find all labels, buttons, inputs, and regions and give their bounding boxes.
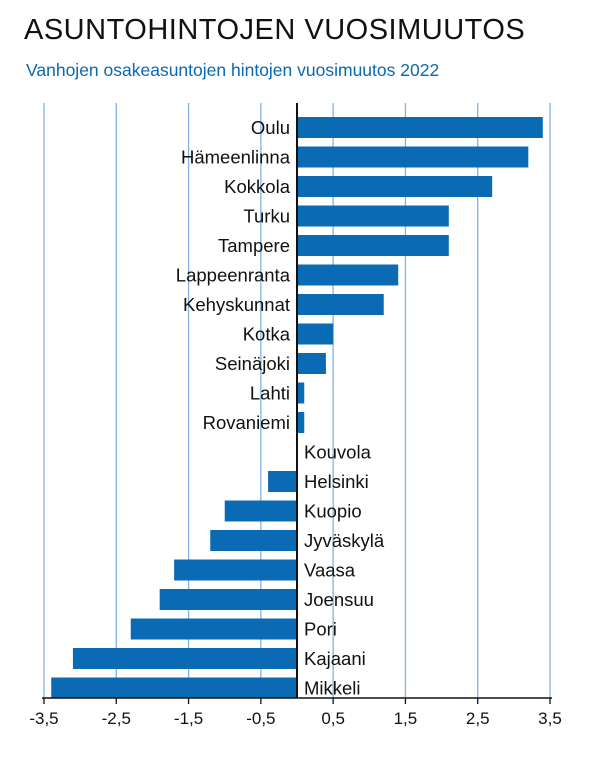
bar [130, 618, 297, 640]
bar [297, 323, 334, 345]
bar [297, 235, 449, 256]
category-label: Joensuu [304, 589, 374, 610]
tick-label: -0,5 [246, 709, 275, 728]
bar [174, 559, 297, 581]
bar [297, 205, 449, 227]
chart-title: ASUNTOHINTOJEN VUOSIMUUTOS [24, 14, 526, 46]
category-label: Vaasa [304, 560, 356, 581]
tick-label: -3,5 [29, 709, 58, 728]
category-label: Kotka [243, 324, 291, 345]
bar [297, 294, 384, 315]
tick-label: -1,5 [174, 709, 203, 728]
bar [297, 412, 305, 433]
bar [297, 117, 543, 138]
bar [297, 264, 399, 286]
category-label: Kehyskunnat [183, 294, 290, 315]
category-label: Turku [243, 206, 290, 227]
category-label: Mikkeli [304, 678, 361, 699]
category-label: Kajaani [304, 648, 366, 669]
tick-label: 3,5 [538, 709, 562, 728]
category-label: Hämeenlinna [181, 147, 291, 168]
bar [72, 648, 298, 669]
category-label: Kuopio [304, 501, 362, 522]
bar [297, 382, 305, 404]
category-label: Lappeenranta [176, 265, 291, 286]
bar [210, 530, 297, 551]
bars [51, 117, 543, 699]
tick-label: 0,5 [321, 709, 345, 728]
category-labels: Oulu Hämeenlinna Kokkola Turku Tampere Lappee… [176, 117, 385, 699]
axes [42, 103, 552, 699]
bar [297, 176, 493, 197]
category-label: Helsinki [304, 471, 369, 492]
category-label: Kokkola [224, 176, 291, 197]
category-label: Rovaniemi [203, 412, 290, 433]
category-label: Lahti [250, 383, 290, 404]
tick-label: 1,5 [394, 709, 418, 728]
tick-labels: -3,5 -2,5 -1,5 -0,5 0,5 1,5 2,5 3,5 [29, 698, 562, 728]
chart-subtitle: Vanhojen osakeasuntojen hintojen vuosimu… [26, 60, 440, 80]
category-label: Tampere [218, 235, 290, 256]
bar [51, 677, 297, 699]
bar [224, 500, 297, 522]
category-label: Oulu [251, 117, 290, 138]
bar [159, 589, 297, 610]
category-label: Pori [304, 619, 337, 640]
category-label: Kouvola [304, 442, 372, 463]
tick-label: -2,5 [102, 709, 131, 728]
category-label: Jyväskylä [304, 530, 385, 551]
tick-label: 2,5 [466, 709, 490, 728]
bar [268, 471, 297, 492]
category-label: Seinäjoki [215, 353, 290, 374]
bar [297, 146, 529, 168]
bar [297, 353, 326, 374]
